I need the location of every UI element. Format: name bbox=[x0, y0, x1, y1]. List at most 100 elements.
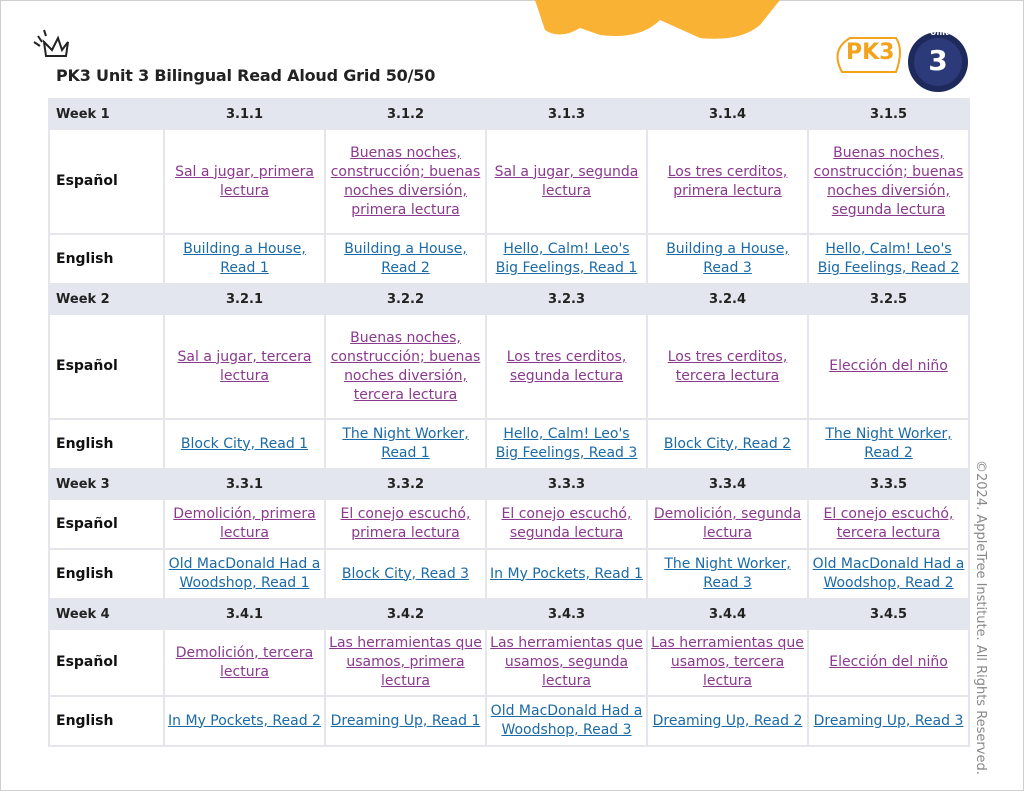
english-link[interactable]: Building a House, Read 1 bbox=[183, 241, 306, 276]
spanish-link[interactable]: El conejo escuchó, segunda lectura bbox=[501, 506, 632, 541]
spanish-link[interactable]: Demolición, primera lectura bbox=[173, 506, 316, 541]
title: PK3 Unit 3 Bilingual Read Aloud Grid 50/… bbox=[56, 66, 436, 85]
cell: The Night Worker, Read 3 bbox=[646, 548, 809, 600]
cell: Old MacDonald Had a Woodshop, Read 1 bbox=[163, 548, 326, 600]
cell: Building a House, Read 1 bbox=[163, 233, 326, 285]
english-row: English Block City, Read 1 The Night Worke… bbox=[48, 418, 970, 470]
spanish-link[interactable]: Sal a jugar, segunda lectura bbox=[494, 163, 639, 199]
cell: Los tres cerditos, primera lectura bbox=[646, 128, 809, 235]
spanish-link[interactable]: Los tres cerditos, segunda lectura bbox=[506, 348, 627, 384]
language-label: English bbox=[48, 418, 165, 470]
cell: In My Pockets, Read 1 bbox=[485, 548, 648, 600]
english-row: English Building a House, Read 1 Building … bbox=[48, 233, 970, 285]
lesson-code: 3.4.2 bbox=[324, 598, 487, 630]
lesson-code: 3.4.4 bbox=[646, 598, 809, 630]
decoration bbox=[33, 0, 968, 92]
cell: Los tres cerditos, tercera lectura bbox=[646, 313, 809, 420]
english-link[interactable]: Hello, Calm! Leo's Big Feelings, Read 3 bbox=[495, 426, 638, 461]
week-header-row: Week 4 3.4.1 3.4.2 3.4.3 3.4.4 3.4.5 bbox=[48, 598, 970, 630]
lesson-code: 3.3.3 bbox=[485, 468, 648, 500]
spanish-link[interactable]: Sal a jugar, tercera lectura bbox=[177, 348, 312, 384]
cell: The Night Worker, Read 1 bbox=[324, 418, 487, 470]
spanish-row: Español Demolición, primera lectura El con… bbox=[48, 498, 970, 550]
english-link[interactable]: Dreaming Up, Read 2 bbox=[652, 712, 803, 729]
spanish-link[interactable]: Las herramientas que usamos, primera lec… bbox=[329, 635, 482, 689]
badge-label: Unit bbox=[930, 28, 949, 37]
cell: El conejo escuchó, segunda lectura bbox=[485, 498, 648, 550]
english-link[interactable]: The Night Worker, Read 2 bbox=[825, 426, 952, 461]
cell: Buenas noches, construcción; buenas noch… bbox=[807, 128, 970, 235]
english-link[interactable]: In My Pockets, Read 1 bbox=[490, 565, 643, 582]
spanish-link[interactable]: Demolición, tercera lectura bbox=[175, 644, 314, 680]
english-link[interactable]: The Night Worker, Read 3 bbox=[664, 556, 791, 591]
cell: Block City, Read 3 bbox=[324, 548, 487, 600]
spanish-link[interactable]: Sal a jugar, primera lectura bbox=[175, 163, 314, 199]
language-label: Español bbox=[48, 313, 165, 420]
read-aloud-grid: Week 1 3.1.1 3.1.2 3.1.3 3.1.4 3.1.5 Español Sa… bbox=[48, 98, 970, 747]
week-label: Week 1 bbox=[48, 98, 165, 130]
cell: Elección del niño bbox=[807, 628, 970, 697]
english-link[interactable]: Building a House, Read 3 bbox=[666, 241, 789, 276]
english-link[interactable]: Old MacDonald Had a Woodshop, Read 3 bbox=[490, 703, 643, 738]
cell: El conejo escuchó, primera lectura bbox=[324, 498, 487, 550]
week-label: Week 4 bbox=[48, 598, 165, 630]
language-label: Español bbox=[48, 498, 165, 550]
spanish-link[interactable]: El conejo escuchó, tercera lectura bbox=[823, 506, 954, 541]
logo-text: PK3 bbox=[846, 40, 895, 65]
crown-icon bbox=[33, 29, 69, 57]
english-link[interactable]: In My Pockets, Read 2 bbox=[168, 712, 321, 729]
cell: In My Pockets, Read 2 bbox=[163, 695, 326, 747]
english-link[interactable]: Block City, Read 1 bbox=[180, 435, 309, 452]
lesson-code: 3.4.1 bbox=[163, 598, 326, 630]
lesson-code: 3.1.5 bbox=[807, 98, 970, 130]
cell: Las herramientas que usamos, primera lec… bbox=[324, 628, 487, 697]
language-label: English bbox=[48, 695, 165, 747]
lesson-code: 3.3.5 bbox=[807, 468, 970, 500]
cell: Buenas noches, construcción; buenas noch… bbox=[324, 128, 487, 235]
pk3-logo-ring bbox=[836, 37, 901, 73]
spanish-link[interactable]: Buenas noches, construcción; buenas noch… bbox=[330, 329, 481, 403]
spanish-link[interactable]: El conejo escuchó, primera lectura bbox=[340, 506, 471, 541]
spanish-link[interactable]: Las herramientas que usamos, segunda lec… bbox=[490, 635, 643, 689]
spanish-row: Español Sal a jugar, primera lectura Buena… bbox=[48, 128, 970, 235]
lesson-code: 3.1.4 bbox=[646, 98, 809, 130]
cell: Dreaming Up, Read 2 bbox=[646, 695, 809, 747]
lesson-code: 3.1.3 bbox=[485, 98, 648, 130]
cell: Las herramientas que usamos, tercera lec… bbox=[646, 628, 809, 697]
spanish-row: Español Sal a jugar, tercera lectura Buena… bbox=[48, 313, 970, 420]
language-label: English bbox=[48, 233, 165, 285]
cell: Demolición, tercera lectura bbox=[163, 628, 326, 697]
english-link[interactable]: Hello, Calm! Leo's Big Feelings, Read 2 bbox=[817, 241, 960, 276]
cell: Hello, Calm! Leo's Big Feelings, Read 2 bbox=[807, 233, 970, 285]
lesson-code: 3.1.1 bbox=[163, 98, 326, 130]
english-link[interactable]: Building a House, Read 2 bbox=[344, 241, 467, 276]
spanish-link[interactable]: Demolición, segunda lectura bbox=[653, 506, 802, 541]
lesson-code: 3.2.3 bbox=[485, 283, 648, 315]
lesson-code: 3.3.1 bbox=[163, 468, 326, 500]
spanish-link[interactable]: Buenas noches, construcción; buenas noch… bbox=[813, 144, 964, 218]
spanish-link[interactable]: Elección del niño bbox=[829, 654, 948, 670]
lesson-code: 3.1.2 bbox=[324, 98, 487, 130]
spanish-link[interactable]: Las herramientas que usamos, tercera lec… bbox=[651, 635, 804, 689]
english-link[interactable]: Dreaming Up, Read 1 bbox=[330, 712, 481, 729]
lesson-code: 3.2.4 bbox=[646, 283, 809, 315]
english-link[interactable]: Old MacDonald Had a Woodshop, Read 2 bbox=[812, 556, 965, 591]
cell: Block City, Read 2 bbox=[646, 418, 809, 470]
english-link[interactable]: Dreaming Up, Read 3 bbox=[813, 712, 964, 729]
lesson-code: 3.4.3 bbox=[485, 598, 648, 630]
week-header-row: Week 2 3.2.1 3.2.2 3.2.3 3.2.4 3.2.5 bbox=[48, 283, 970, 315]
spanish-link[interactable]: Buenas noches, construcción; buenas noch… bbox=[330, 144, 481, 218]
cell: Dreaming Up, Read 1 bbox=[324, 695, 487, 747]
spanish-link[interactable]: Los tres cerditos, primera lectura bbox=[667, 163, 788, 199]
english-link[interactable]: Block City, Read 3 bbox=[341, 565, 470, 582]
spanish-link[interactable]: Los tres cerditos, tercera lectura bbox=[667, 348, 788, 384]
english-link[interactable]: Old MacDonald Had a Woodshop, Read 1 bbox=[168, 556, 321, 591]
week-label: Week 3 bbox=[48, 468, 165, 500]
english-link[interactable]: The Night Worker, Read 1 bbox=[342, 426, 469, 461]
english-row: English In My Pockets, Read 2 Dreaming Up,… bbox=[48, 695, 970, 747]
english-link[interactable]: Block City, Read 2 bbox=[663, 435, 792, 452]
spanish-link[interactable]: Elección del niño bbox=[829, 358, 948, 374]
language-label: Español bbox=[48, 628, 165, 697]
english-link[interactable]: Hello, Calm! Leo's Big Feelings, Read 1 bbox=[495, 241, 638, 276]
